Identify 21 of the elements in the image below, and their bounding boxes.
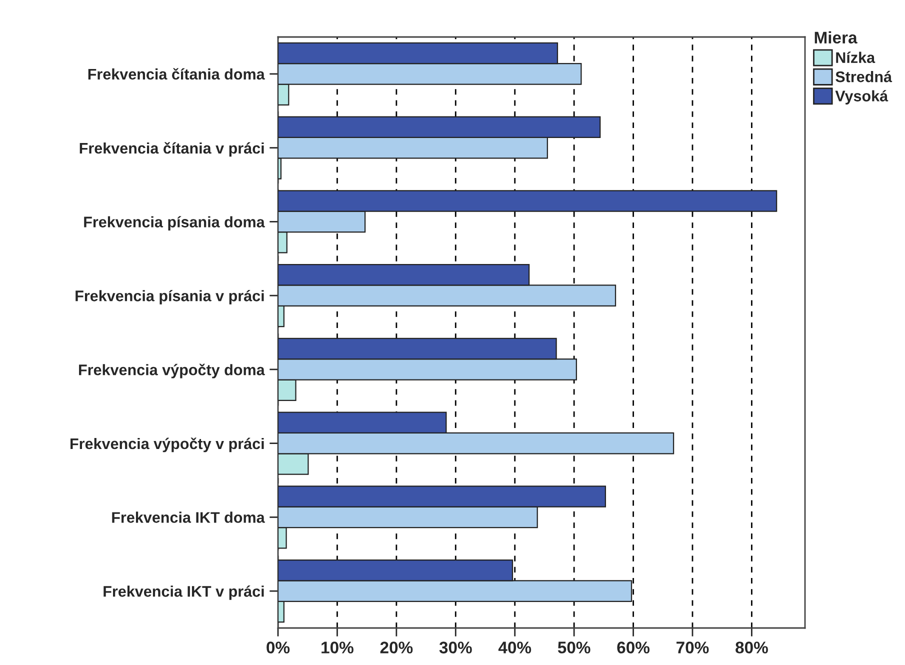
y-tick-label: Frekvencia výpočty doma	[79, 364, 265, 378]
x-tick-label: 60%	[617, 642, 650, 654]
x-tick-label: 30%	[439, 642, 472, 654]
y-tick-label: Frekvencia IKT v práci	[104, 585, 264, 600]
y-tick-label: Frekvencia čítania v práci	[80, 142, 264, 157]
x-tick-label: 10%	[322, 642, 354, 654]
y-tick-label: Frekvencia IKT doma	[112, 512, 265, 523]
legend-label: Stredná	[836, 70, 892, 82]
y-tick-label: Frekvencia čítania doma	[88, 68, 265, 80]
y-tick-label: Frekvencia výpočty v práci	[70, 438, 264, 452]
x-tick-label: 40%	[498, 642, 532, 654]
legend-label: Nízka	[836, 52, 876, 64]
x-tick-label: 20%	[380, 642, 413, 654]
x-tick-label: 50%	[558, 642, 590, 654]
y-tick-label: Frekvencia písania v práci	[76, 290, 264, 304]
legend-title: Miera	[814, 31, 858, 44]
x-tick-label: 70%	[676, 642, 709, 654]
legend-label: Vysoká	[835, 90, 888, 104]
y-tick-label: Frekvencia písania doma	[84, 216, 265, 230]
x-tick-label: 80%	[736, 642, 768, 654]
x-tick-label: 0%	[266, 642, 290, 654]
